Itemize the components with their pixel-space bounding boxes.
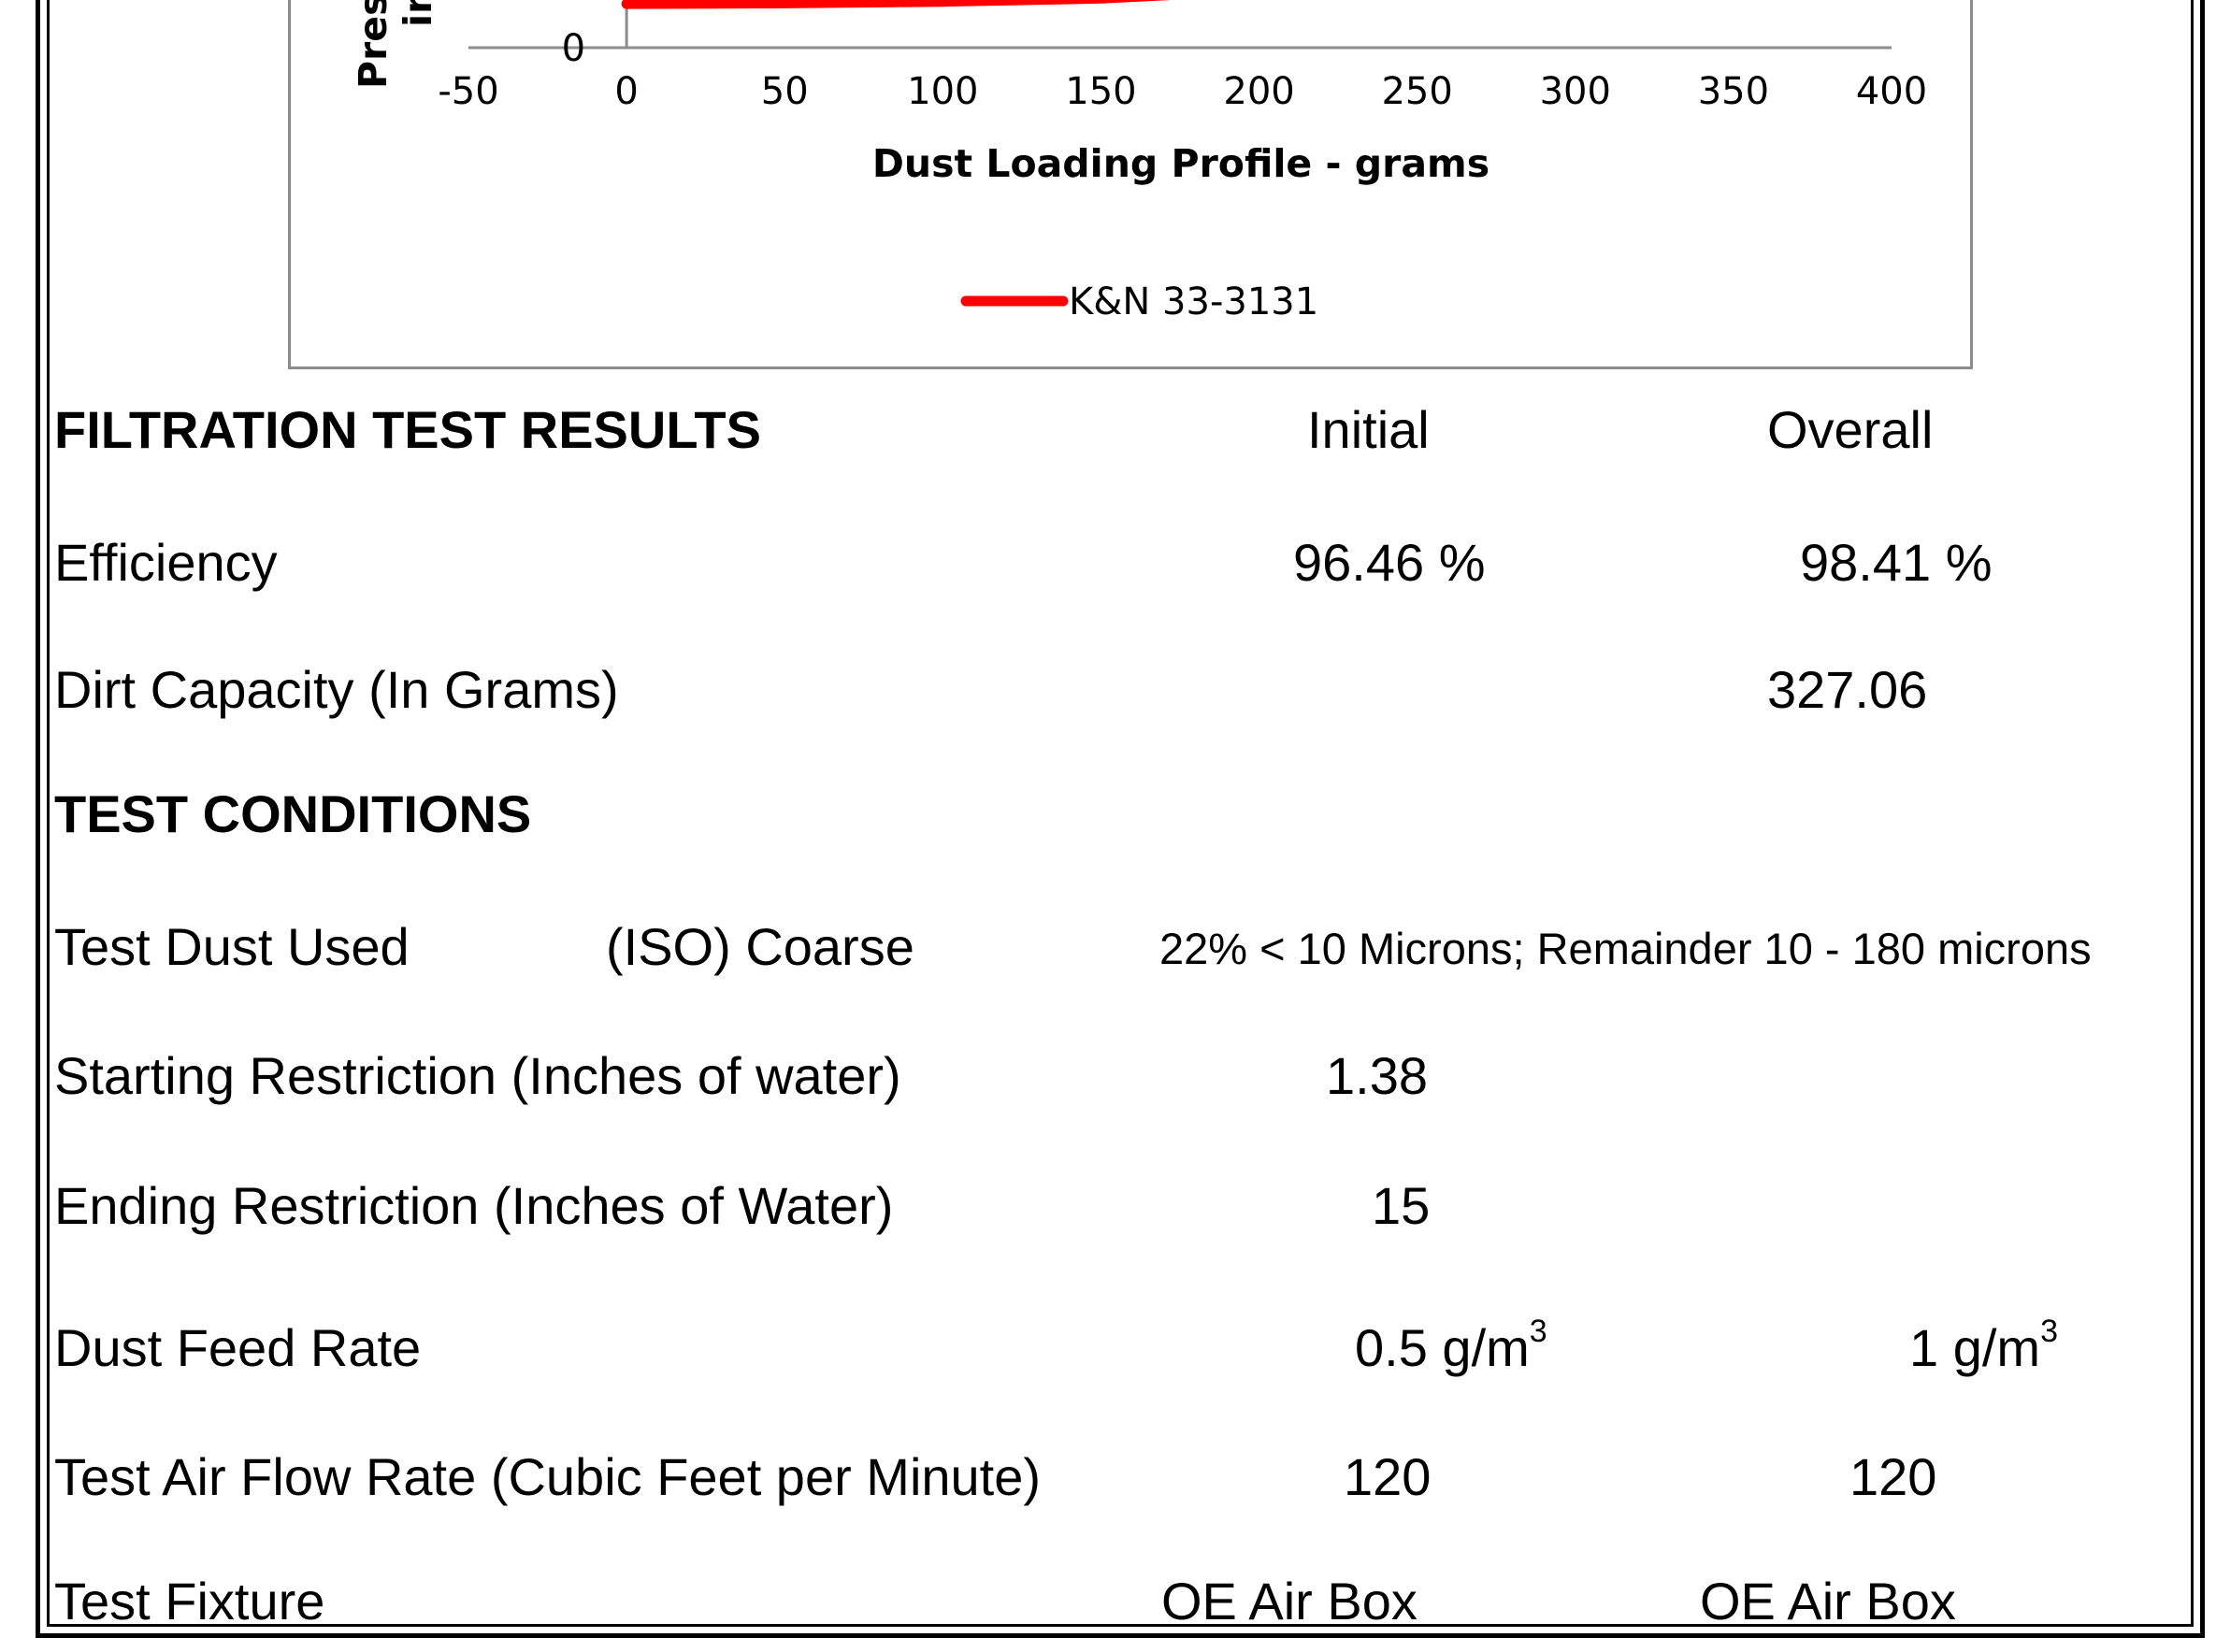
dust-feed-rate-initial-exponent: 3	[1529, 1314, 1547, 1349]
ending-restriction-label: Ending Restriction (Inches of Water)	[54, 1176, 894, 1235]
chart-svg: Pressur ir -50 0 50 100 150 200 250 300 350 400 0…	[351, 0, 1927, 323]
efficiency-overall: 98.41 %	[1800, 537, 1993, 589]
ending-restriction-initial: 15	[1372, 1176, 1431, 1235]
efficiency-overall-value: 98.41	[1800, 533, 1932, 592]
legend-label: K&N 33-3131	[1069, 280, 1318, 323]
page-frame-inner	[47, 0, 2194, 1627]
efficiency-initial-value: 96.46	[1293, 533, 1425, 592]
dirt-capacity-overall: 327.06	[1767, 660, 1928, 719]
results-heading: FILTRATION TEST RESULTS	[54, 400, 761, 459]
air-flow-label: Test Air Flow Rate (Cubic Feet per Minut…	[54, 1447, 1042, 1506]
dust-feed-rate-overall-value: 1	[1909, 1318, 1939, 1377]
y-tick-labels: 0	[562, 27, 585, 70]
dust-feed-rate-initial-value: 0.5	[1355, 1318, 1428, 1377]
dirt-capacity-label: Dirt Capacity (In Grams)	[54, 660, 619, 719]
dust-feed-rate-label: Dust Feed Rate	[54, 1318, 422, 1377]
test-fixture-label: Test Fixture	[54, 1572, 325, 1630]
x-axis-title: Dust Loading Profile - grams	[872, 141, 1489, 186]
series-line	[621, 0, 1173, 9]
starting-restriction-label: Starting Restriction (Inches of water)	[54, 1046, 901, 1105]
x-tick-label: 350	[1698, 70, 1769, 113]
air-flow-overall: 120	[1849, 1447, 1937, 1506]
x-tick-label: 400	[1856, 70, 1927, 113]
dust-feed-rate-overall: 1 g/m3	[1909, 1315, 2058, 1374]
dust-feed-rate-initial-unit: g/m	[1442, 1318, 1530, 1377]
air-flow-initial: 120	[1344, 1447, 1432, 1506]
x-tick-label: 100	[907, 70, 978, 113]
column-header-overall: Overall	[1767, 400, 1934, 459]
dust-feed-rate-overall-unit: g/m	[1952, 1318, 2041, 1377]
efficiency-label: Efficiency	[54, 533, 278, 592]
test-dust-label: Test Dust Used	[54, 917, 410, 976]
test-dust-description: 22% < 10 Microns; Remainder 10 - 180 mic…	[1159, 924, 2092, 973]
efficiency-overall-unit: %	[1945, 533, 1993, 592]
x-tick-label: 150	[1065, 70, 1136, 113]
y-axis-title-line-1: Pressur	[351, 0, 396, 89]
page-frame-outer	[36, 0, 2205, 1638]
x-tick-label: 50	[761, 70, 809, 113]
y-axis-title: Pressur ir	[351, 0, 440, 89]
x-tick-labels: -50 0 50 100 150 200 250 300 350 400	[438, 70, 1927, 113]
legend: K&N 33-3131	[960, 280, 1318, 323]
x-tick-label: 200	[1223, 70, 1294, 113]
efficiency-initial: 96.46 %	[1293, 537, 1486, 589]
test-dust-type: (ISO) Coarse	[606, 917, 914, 976]
y-tick-label: 0	[562, 27, 585, 70]
test-fixture-initial: OE Air Box	[1161, 1572, 1417, 1630]
x-tick-label: -50	[438, 70, 498, 113]
test-fixture-overall: OE Air Box	[1700, 1572, 1956, 1630]
x-tick-label: 250	[1381, 70, 1452, 113]
y-axis-title-line-2: ir	[396, 0, 440, 27]
starting-restriction-initial: 1.38	[1326, 1046, 1428, 1105]
x-tick-label: 0	[614, 70, 638, 113]
chart-panel: Pressur ir -50 0 50 100 150 200 250 300 350 400 0…	[288, 0, 1973, 369]
efficiency-initial-unit: %	[1438, 533, 1486, 592]
dust-feed-rate-overall-exponent: 3	[2040, 1314, 2058, 1349]
x-tick-label: 300	[1540, 70, 1611, 113]
dust-feed-rate-initial: 0.5 g/m3	[1355, 1315, 1547, 1374]
series-group	[621, 0, 1173, 9]
column-header-initial: Initial	[1307, 400, 1430, 459]
conditions-heading: TEST CONDITIONS	[54, 784, 532, 843]
